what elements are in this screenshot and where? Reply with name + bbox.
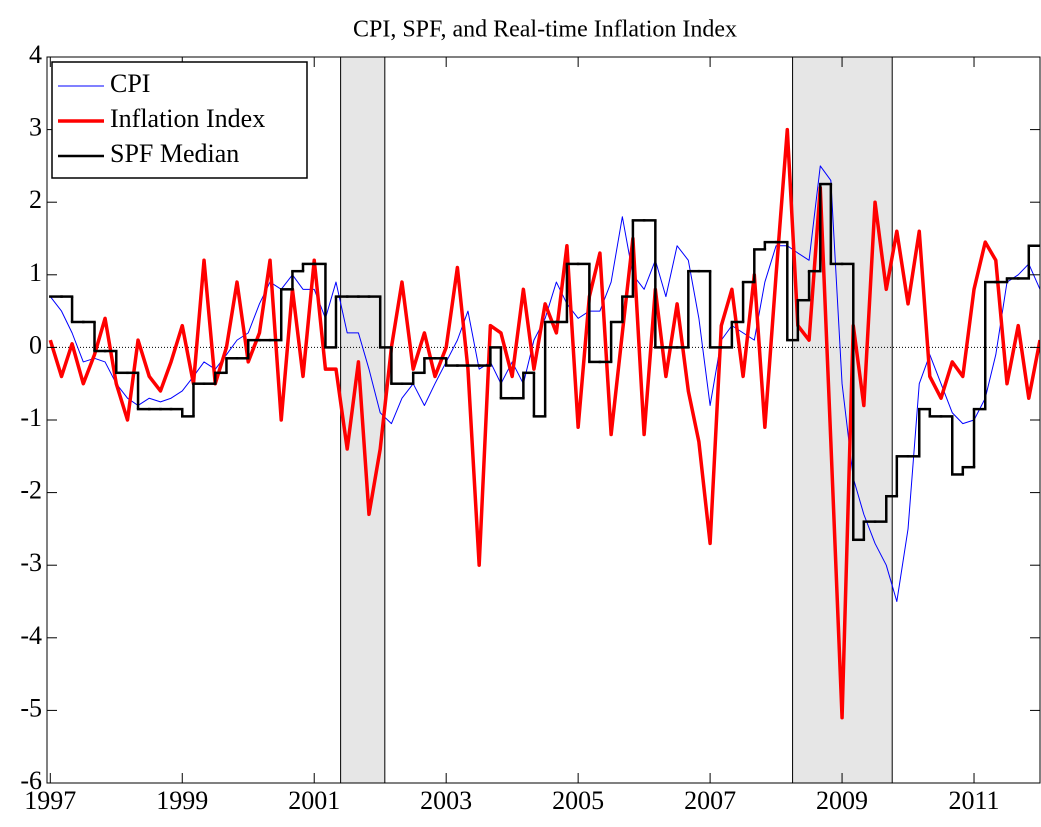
legend-label: CPI [110, 69, 150, 98]
y-tick-label: -1 [20, 403, 42, 432]
x-tick-label: 1997 [24, 786, 76, 815]
y-tick-label: -2 [20, 476, 42, 505]
x-tick-label: 2009 [816, 786, 868, 815]
y-tick-label: -6 [20, 766, 42, 795]
y-tick-label: 3 [29, 113, 42, 142]
y-tick-label: -3 [20, 548, 42, 577]
plot-layer [47, 127, 1040, 720]
chart-title: CPI, SPF, and Real-time Inflation Index [353, 17, 737, 43]
legend-label: SPF Median [110, 139, 239, 168]
x-tick-label: 2005 [552, 786, 604, 815]
y-tick-label: 1 [29, 258, 42, 287]
shading-layer [340, 56, 893, 784]
y-tick-label: -5 [20, 693, 42, 722]
y-tick-label: 4 [29, 40, 42, 69]
x-tick-label: 2003 [420, 786, 472, 815]
legend-label: Inflation Index [110, 104, 265, 133]
x-tick-label: 2007 [684, 786, 736, 815]
x-tick-label: 2001 [288, 786, 340, 815]
x-tick-label: 2011 [948, 786, 999, 815]
x-tick-label: 1999 [156, 786, 208, 815]
y-tick-label: 2 [29, 185, 42, 214]
y-tick-label: 0 [29, 330, 42, 359]
y-tick-label: -4 [20, 621, 42, 650]
